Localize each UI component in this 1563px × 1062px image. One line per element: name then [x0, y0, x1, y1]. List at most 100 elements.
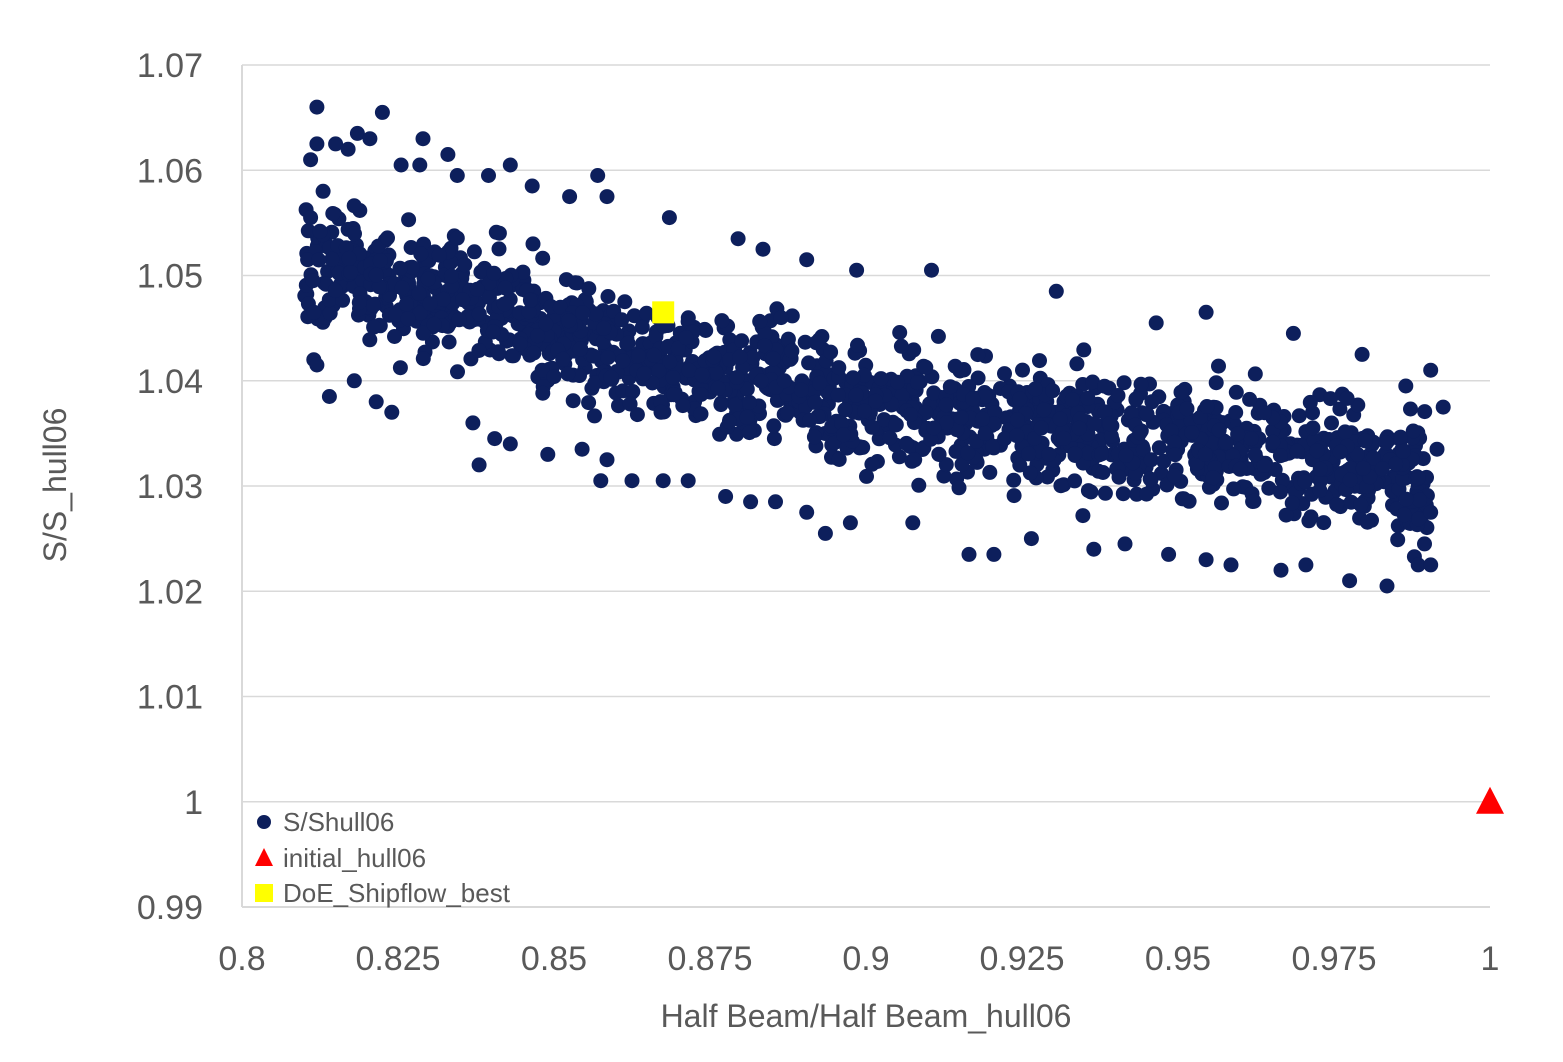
x-tick-label: 1	[1481, 940, 1500, 978]
data-point	[426, 316, 442, 332]
data-point	[534, 362, 550, 378]
data-point	[1232, 461, 1248, 477]
data-point	[1148, 315, 1164, 331]
data-point	[873, 371, 889, 387]
data-point	[1211, 358, 1226, 374]
data-point	[311, 252, 327, 268]
data-point	[678, 330, 694, 346]
data-point	[982, 464, 998, 480]
data-point	[1284, 495, 1300, 511]
data-point	[1285, 325, 1301, 341]
data-point	[372, 253, 388, 269]
data-point	[300, 252, 316, 268]
data-point	[882, 430, 898, 446]
data-point	[831, 452, 847, 467]
data-point	[631, 348, 646, 364]
data-point	[1390, 532, 1406, 548]
data-point	[757, 325, 773, 341]
data-point	[562, 189, 578, 205]
data-point	[1069, 356, 1085, 372]
data-point	[1337, 424, 1353, 440]
y-tick-label: 1.03	[137, 468, 203, 506]
x-tick-label: 0.9	[842, 940, 889, 978]
data-point	[590, 168, 606, 183]
data-point	[1357, 433, 1373, 449]
data-point	[1405, 423, 1421, 439]
data-point	[892, 325, 908, 340]
data-point	[742, 394, 757, 410]
data-point	[552, 299, 568, 315]
data-point	[1151, 440, 1167, 456]
data-point	[1015, 362, 1030, 378]
data-point	[603, 369, 619, 385]
data-point	[538, 316, 554, 332]
data-point	[502, 436, 518, 452]
data-point	[1396, 507, 1412, 523]
data-point	[708, 365, 724, 381]
data-point	[1167, 447, 1183, 463]
data-point	[415, 131, 431, 147]
data-point	[868, 393, 884, 409]
data-point	[346, 198, 362, 214]
data-point	[948, 443, 964, 459]
data-point	[1298, 557, 1314, 573]
data-point	[1272, 484, 1288, 500]
data-point	[1247, 447, 1263, 463]
data-point	[455, 292, 471, 308]
data-point	[1324, 415, 1339, 431]
data-point	[1429, 441, 1445, 457]
data-point	[926, 385, 942, 401]
data-point	[1342, 472, 1358, 488]
y-tick-label: 1	[184, 784, 203, 822]
data-point	[970, 347, 986, 363]
data-point	[926, 420, 942, 436]
data-point	[1071, 420, 1087, 436]
highlight-points	[652, 301, 1504, 814]
data-point	[693, 406, 709, 422]
data-point	[898, 435, 914, 451]
data-point	[394, 280, 410, 296]
data-point	[1309, 443, 1325, 459]
data-point	[648, 328, 664, 344]
data-point	[780, 331, 796, 347]
legend: S/Shull06 initial_hull06 DoE_Shipflow_best	[255, 807, 511, 908]
data-point	[1342, 573, 1358, 589]
data-point	[515, 264, 531, 280]
data-point	[572, 368, 587, 383]
data-point	[710, 380, 726, 396]
data-point	[422, 296, 438, 312]
data-point	[497, 280, 513, 296]
data-point	[496, 296, 512, 312]
data-point	[1205, 435, 1220, 451]
data-point	[953, 410, 969, 426]
data-point	[1417, 404, 1433, 420]
data-point	[1274, 472, 1290, 488]
data-point	[823, 344, 839, 360]
data-point	[1103, 428, 1119, 444]
data-point	[653, 404, 669, 420]
data-point	[524, 178, 540, 194]
data-point	[625, 384, 641, 399]
data-point	[1272, 448, 1288, 464]
data-point	[1021, 446, 1037, 462]
data-point	[1353, 497, 1369, 513]
data-point	[890, 374, 905, 390]
data-point	[1205, 470, 1221, 486]
data-point	[486, 265, 502, 281]
data-point	[997, 366, 1012, 382]
data-point	[784, 308, 800, 324]
data-point	[755, 241, 771, 257]
data-point	[894, 387, 910, 403]
data-point	[567, 275, 583, 291]
data-point	[451, 312, 467, 328]
data-point	[903, 407, 918, 423]
data-point	[1197, 446, 1213, 462]
data-point	[931, 446, 947, 462]
data-point	[300, 223, 316, 239]
data-point	[471, 306, 487, 322]
data-point	[639, 305, 654, 321]
data-point	[1067, 473, 1083, 489]
data-point	[1247, 366, 1263, 382]
data-point	[581, 281, 597, 297]
data-point	[1435, 399, 1451, 415]
